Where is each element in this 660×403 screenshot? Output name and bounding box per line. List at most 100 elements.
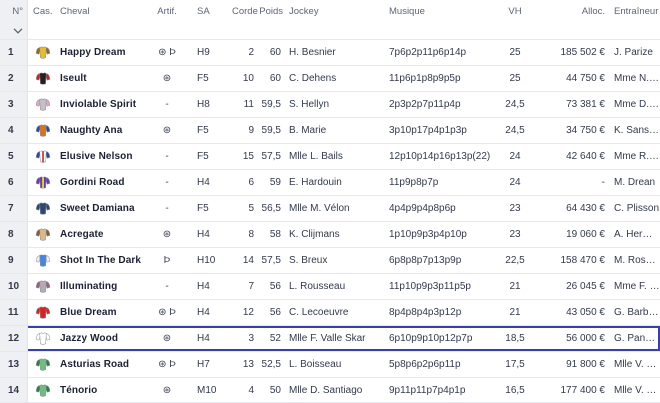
silks-body bbox=[39, 228, 47, 241]
jockey-silks-icon bbox=[35, 72, 51, 85]
jockey-name: C. Dehens bbox=[289, 73, 337, 84]
sex-age-value: H10 bbox=[197, 255, 216, 266]
vh-value: 16,5 bbox=[505, 384, 525, 396]
jockey-silks-icon bbox=[35, 332, 51, 345]
col-header-musique[interactable]: Musique bbox=[389, 5, 425, 17]
alloc-value: 91 800 € bbox=[566, 359, 605, 370]
corde-value: 5 bbox=[248, 203, 254, 214]
horse-name[interactable]: Acregate bbox=[60, 229, 104, 240]
horse-name[interactable]: Sweet Damiana bbox=[60, 203, 135, 214]
table-row[interactable]: 6 Gordini Road - H4 6 59 E. Hardouin 11p… bbox=[0, 169, 660, 195]
musique-value: 9p11p11p7p4p1p bbox=[389, 384, 466, 396]
jockey-name: Mlle F. Valle Skar bbox=[289, 333, 366, 344]
corde-value: 2 bbox=[248, 47, 254, 58]
alloc-value: 177 400 € bbox=[560, 384, 606, 396]
silks-body bbox=[39, 254, 47, 267]
musique-value: 3p10p17p4p1p3p bbox=[389, 125, 467, 136]
artif-indicator: - bbox=[165, 281, 169, 292]
horse-name[interactable]: Shot In The Dark bbox=[60, 255, 142, 266]
jockey-silks-icon bbox=[35, 46, 51, 59]
col-header-numero[interactable]: N° bbox=[0, 0, 28, 22]
col-header-vh[interactable]: VH bbox=[508, 5, 522, 17]
col-header-sa[interactable]: SA bbox=[197, 5, 210, 17]
casaque-cell bbox=[28, 305, 58, 320]
sex-age-value: H4 bbox=[197, 177, 210, 188]
filter-toggle[interactable] bbox=[0, 22, 28, 39]
silks-sleeve bbox=[45, 281, 51, 289]
jockey-silks-icon bbox=[35, 383, 51, 397]
col-header-artif[interactable]: Artif. bbox=[157, 5, 177, 17]
table-row[interactable]: 5 Elusive Nelson - F5 15 57,5 Mlle L. Ba… bbox=[0, 143, 660, 169]
casaque-cell bbox=[28, 253, 58, 268]
horse-name[interactable]: Blue Dream bbox=[60, 307, 117, 318]
casaque-cell bbox=[28, 123, 58, 138]
casaque-cell bbox=[28, 331, 58, 346]
table-row[interactable]: 1 Happy Dream ⊛ Þ H9 2 60 H. Besnier 7p6… bbox=[0, 39, 660, 65]
trainer-name: Mlle V. Di... bbox=[614, 384, 660, 396]
poids-value: 57,5 bbox=[261, 255, 281, 266]
musique-value: 6p10p9p10p12p7p bbox=[389, 333, 473, 344]
col-header-casaque[interactable]: Cas. bbox=[33, 5, 53, 17]
horse-name[interactable]: Iseult bbox=[60, 73, 87, 84]
col-header-jockey[interactable]: Jockey bbox=[289, 5, 319, 17]
horse-name[interactable]: Naughty Ana bbox=[60, 125, 123, 136]
horse-entries-table: 1 Happy Dream ⊛ Þ H9 2 60 H. Besnier 7p6… bbox=[0, 39, 660, 403]
table-row[interactable]: 14 Ténorio ⊛ M10 4 50 Mlle D. Santiago 9… bbox=[0, 377, 660, 403]
sex-age-value: H9 bbox=[197, 47, 210, 58]
sex-age-value: F5 bbox=[197, 73, 209, 84]
col-header-entraineur[interactable]: Entraîneur bbox=[614, 5, 659, 17]
table-row[interactable]: 4 Naughty Ana ⊛ F5 9 59,5 B. Marie 3p10p… bbox=[0, 117, 660, 143]
table-row[interactable]: 3 Inviolable Spirit - H8 11 59,5 S. Hell… bbox=[0, 91, 660, 117]
alloc-value: 44 750 € bbox=[566, 73, 605, 84]
table-row[interactable]: 7 Sweet Damiana - F5 5 56,5 Mlle M. Vélo… bbox=[0, 195, 660, 221]
horse-name[interactable]: Gordini Road bbox=[60, 177, 125, 188]
silks-body bbox=[39, 72, 47, 85]
silks-sleeve bbox=[45, 73, 51, 81]
col-header-corde[interactable]: Corde bbox=[232, 5, 258, 17]
row-number: 14 bbox=[0, 378, 28, 402]
silks-sleeve bbox=[35, 125, 41, 133]
musique-value: 11p10p9p3p11p5p bbox=[389, 281, 471, 292]
table-row[interactable]: 12 Jazzy Wood ⊛ H4 3 52 Mlle F. Valle Sk… bbox=[0, 325, 660, 351]
vh-value: 24 bbox=[509, 177, 521, 188]
silks-body bbox=[39, 332, 47, 345]
artif-indicator: ⊛ bbox=[162, 125, 172, 136]
silks-sleeve bbox=[35, 47, 41, 55]
musique-value: 2p3p2p7p11p4p bbox=[389, 99, 461, 110]
table-row[interactable]: 2 Iseult ⊛ F5 10 60 C. Dehens 11p6p1p8p9… bbox=[0, 65, 660, 91]
horse-name[interactable]: Illuminating bbox=[60, 281, 118, 292]
sex-age-value: M10 bbox=[197, 384, 217, 396]
table-row[interactable]: 8 Acregate ⊛ H4 8 58 K. Clijmans 1p10p9p… bbox=[0, 221, 660, 247]
artif-indicator: ⊛ bbox=[162, 229, 172, 240]
horse-name[interactable]: Jazzy Wood bbox=[60, 333, 119, 344]
horse-name[interactable]: Ténorio bbox=[60, 384, 98, 396]
row-number: 12 bbox=[0, 326, 28, 351]
jockey-name: Mlle M. Vélon bbox=[289, 203, 350, 214]
silks-sleeve bbox=[35, 99, 41, 107]
vh-value: 21 bbox=[509, 307, 521, 318]
silks-sleeve bbox=[45, 151, 51, 159]
col-header-alloc[interactable]: Alloc. bbox=[581, 5, 605, 17]
col-header-poids[interactable]: Poids bbox=[259, 5, 283, 17]
row-number: 13 bbox=[0, 352, 28, 377]
col-header-cheval[interactable]: Cheval bbox=[60, 5, 90, 17]
table-row[interactable]: 9 Shot In The Dark Þ H10 14 57,5 S. Breu… bbox=[0, 247, 660, 273]
horse-name[interactable]: Inviolable Spirit bbox=[60, 99, 137, 110]
row-number: 2 bbox=[0, 66, 28, 91]
corde-value: 11 bbox=[243, 99, 254, 110]
table-row[interactable]: 13 Asturias Road ⊛ Þ H7 13 52,5 L. Boiss… bbox=[0, 351, 660, 377]
vh-value: 24,5 bbox=[505, 125, 525, 136]
horse-name[interactable]: Asturias Road bbox=[60, 359, 130, 370]
table-row[interactable]: 10 Illuminating - H4 7 56 L. Rousseau 11… bbox=[0, 273, 660, 299]
table-row[interactable]: 11 Blue Dream ⊛ Þ H4 12 56 C. Lecoeuvre … bbox=[0, 299, 660, 325]
casaque-cell bbox=[28, 149, 58, 164]
horse-name[interactable]: Elusive Nelson bbox=[60, 151, 133, 162]
silks-sleeve bbox=[35, 255, 41, 263]
horse-name[interactable]: Happy Dream bbox=[60, 47, 126, 58]
chevron-down-icon bbox=[13, 27, 22, 34]
corde-value: 15 bbox=[242, 151, 254, 162]
jockey-name: K. Clijmans bbox=[289, 229, 340, 240]
trainer-name: Mme N. ... bbox=[614, 73, 660, 84]
casaque-cell bbox=[28, 97, 58, 112]
casaque-cell bbox=[28, 357, 58, 372]
